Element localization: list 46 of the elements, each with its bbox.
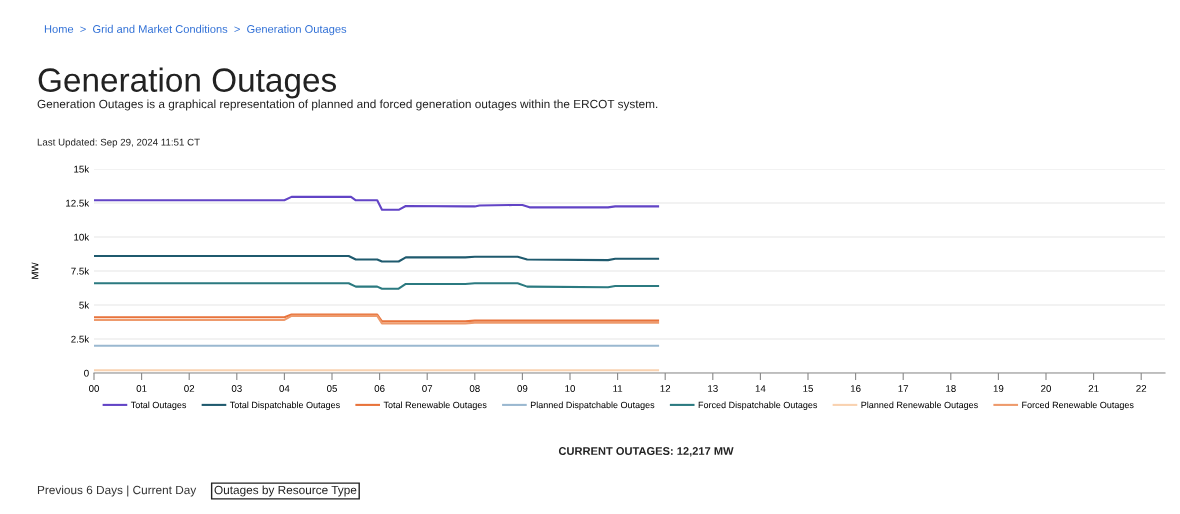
x-tick-label: 13 [708,385,718,392]
chart-subtitle: Generation Outages is a graphical representation of planned and forced generation outages within the ERCOT system. [37,99,658,111]
legend-label: Forced Renewable Outages [1022,401,1134,410]
text: CURRENT OUTAGES: 12,217 MW [558,447,734,457]
text: Last Updated: Sep 29, 2024 11:51 CT [37,138,200,148]
x-tick-label: 04 [279,385,290,392]
x-tick-label: 03 [231,385,242,392]
legend-label: Planned Renewable Outages [861,401,978,410]
text: Outages by Resource Type [214,485,357,497]
x-tick-label: 10 [565,385,576,392]
y-tick-label: 12.5k [66,199,90,207]
x-tick-label: 09 [517,385,528,392]
x-tick-label: 20 [1041,385,1052,392]
chart-title: Generation Outages [38,67,336,99]
x-tick-label: 06 [374,385,385,392]
line-series [94,195,660,211]
y-tick-label: 10k [74,233,90,241]
legend-label: Planned Dispatchable Outages [530,401,655,410]
x-tick-label: 07 [422,385,433,392]
x-tick-label: 01 [136,385,147,392]
legend-label: Total Dispatchable Outages [229,401,340,410]
x-tick-label: 14 [755,385,766,392]
x-tick-label: 00 [88,385,100,392]
legend-label: Total Outages [130,401,187,410]
legend-label: Forced Dispatchable Outages [698,401,818,410]
x-tick-label: 17 [898,385,909,392]
y-axis-title: MW [31,262,39,279]
x-tick-label: 15 [803,385,813,392]
y-tick-label: 0 [84,369,89,377]
text: Previous 6 Days | Current Day [37,485,197,497]
y-tick-label: 2.5k [71,335,90,343]
x-tick-label: 12 [660,385,671,392]
x-tick-label: 11 [613,385,623,392]
x-tick-label: 05 [326,385,337,392]
x-tick-label: 08 [469,385,480,392]
y-tick-label: 7.5k [71,267,90,275]
x-tick-label: 19 [993,385,1004,392]
x-tick-label: 16 [850,385,861,392]
y-tick-label: 15k [74,165,90,173]
x-tick-label: 21 [1088,385,1099,392]
x-tick-label: 18 [946,385,956,392]
y-tick-label: 5k [79,301,90,309]
text: Home > Grid and Market Conditions > Generation Outages [44,24,347,36]
legend-label: Total Renewable Outages [383,401,487,410]
x-tick-label: 02 [184,385,195,392]
x-tick-label: 22 [1136,385,1147,392]
